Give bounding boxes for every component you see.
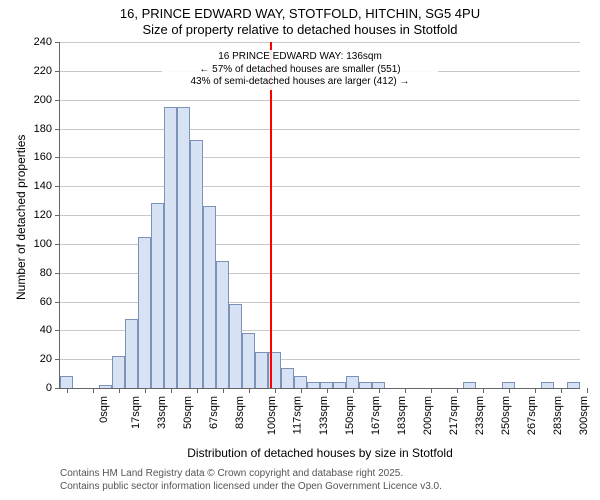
x-tick-mark (197, 388, 198, 393)
x-axis-label: Distribution of detached houses by size … (60, 446, 580, 460)
histogram-bar (60, 376, 73, 388)
x-tick-label: 50sqm (182, 396, 194, 429)
x-tick-label: 250sqm (500, 396, 512, 435)
x-tick-mark (587, 388, 588, 393)
x-tick-mark (431, 388, 432, 393)
x-tick-label: 150sqm (344, 396, 356, 435)
x-axis-line (60, 388, 580, 389)
grid-line (60, 215, 580, 216)
x-tick-mark (509, 388, 510, 393)
chart-title: 16, PRINCE EDWARD WAY, STOTFOLD, HITCHIN… (0, 6, 600, 37)
y-tick-label: 180 (34, 123, 52, 135)
grid-line (60, 100, 580, 101)
reference-line (270, 42, 272, 388)
grid-line (60, 42, 580, 43)
x-tick-label: 83sqm (234, 396, 246, 429)
x-tick-label: 167sqm (370, 396, 382, 435)
x-tick-mark (249, 388, 250, 393)
histogram-bar (125, 319, 138, 388)
x-tick-mark (223, 388, 224, 393)
y-tick-label: 160 (34, 151, 52, 163)
histogram-bar (229, 304, 242, 388)
y-tick-label: 80 (40, 267, 52, 279)
x-tick-mark (405, 388, 406, 393)
y-tick-label: 40 (40, 324, 52, 336)
x-tick-mark (353, 388, 354, 393)
annotation-line-2: ← 57% of detached houses are smaller (55… (162, 64, 438, 77)
x-tick-label: 100sqm (266, 396, 278, 435)
x-tick-label: 17sqm (130, 396, 142, 429)
title-line-2: Size of property relative to detached ho… (0, 22, 600, 38)
x-tick-mark (379, 388, 380, 393)
annotation-line-3: 43% of semi-detached houses are larger (… (162, 76, 438, 89)
x-tick-label: 267sqm (526, 396, 538, 435)
x-tick-label: 0sqm (97, 396, 109, 423)
x-tick-label: 233sqm (474, 396, 486, 435)
x-tick-mark (457, 388, 458, 393)
grid-line (60, 129, 580, 130)
histogram-bar (255, 352, 268, 388)
y-tick-label: 240 (34, 36, 52, 48)
x-tick-mark (483, 388, 484, 393)
histogram-bar (138, 237, 151, 388)
x-tick-mark (275, 388, 276, 393)
y-tick-label: 0 (46, 382, 52, 394)
x-tick-mark (119, 388, 120, 393)
annotation-box: 16 PRINCE EDWARD WAY: 136sqm ← 57% of de… (162, 50, 438, 90)
y-tick-label: 220 (34, 65, 52, 77)
x-tick-label: 67sqm (208, 396, 220, 429)
x-tick-label: 33sqm (156, 396, 168, 429)
histogram-bar (190, 140, 203, 388)
histogram-bar (242, 333, 255, 388)
x-tick-mark (93, 388, 94, 393)
x-tick-mark (327, 388, 328, 393)
grid-line (60, 157, 580, 158)
histogram-bar (164, 107, 177, 388)
x-tick-mark (535, 388, 536, 393)
x-tick-label: 300sqm (578, 396, 590, 435)
histogram-bar (203, 206, 216, 388)
y-tick-label: 100 (34, 238, 52, 250)
x-tick-label: 200sqm (422, 396, 434, 435)
x-tick-label: 133sqm (318, 396, 330, 435)
histogram-bar (216, 261, 229, 388)
x-tick-label: 283sqm (552, 396, 564, 435)
histogram-bar (112, 356, 125, 388)
footer-text: Contains HM Land Registry data © Crown c… (60, 468, 442, 493)
x-tick-mark (561, 388, 562, 393)
y-tick-label: 60 (40, 296, 52, 308)
x-tick-label: 117sqm (291, 396, 303, 434)
x-tick-label: 217sqm (448, 396, 460, 435)
grid-line (60, 186, 580, 187)
x-tick-mark (171, 388, 172, 393)
histogram-bar (281, 368, 294, 388)
histogram-bar (346, 376, 359, 388)
plot-area (60, 42, 580, 388)
chart-container: 16, PRINCE EDWARD WAY, STOTFOLD, HITCHIN… (0, 0, 600, 500)
histogram-bar (294, 376, 307, 388)
histogram-bar (151, 203, 164, 388)
footer-line-2: Contains public sector information licen… (60, 481, 442, 494)
x-tick-mark (145, 388, 146, 393)
title-line-1: 16, PRINCE EDWARD WAY, STOTFOLD, HITCHIN… (0, 6, 600, 22)
y-tick-label: 140 (34, 180, 52, 192)
x-tick-label: 183sqm (396, 396, 408, 435)
annotation-line-1: 16 PRINCE EDWARD WAY: 136sqm (162, 51, 438, 64)
y-axis-label: Number of detached properties (14, 135, 28, 300)
histogram-bar (177, 107, 190, 388)
y-tick-label: 20 (40, 353, 52, 365)
x-tick-mark (67, 388, 68, 393)
y-axis-line (59, 42, 60, 388)
y-tick-label: 120 (34, 209, 52, 221)
footer-line-1: Contains HM Land Registry data © Crown c… (60, 468, 442, 481)
x-tick-mark (301, 388, 302, 393)
y-tick-label: 200 (34, 94, 52, 106)
